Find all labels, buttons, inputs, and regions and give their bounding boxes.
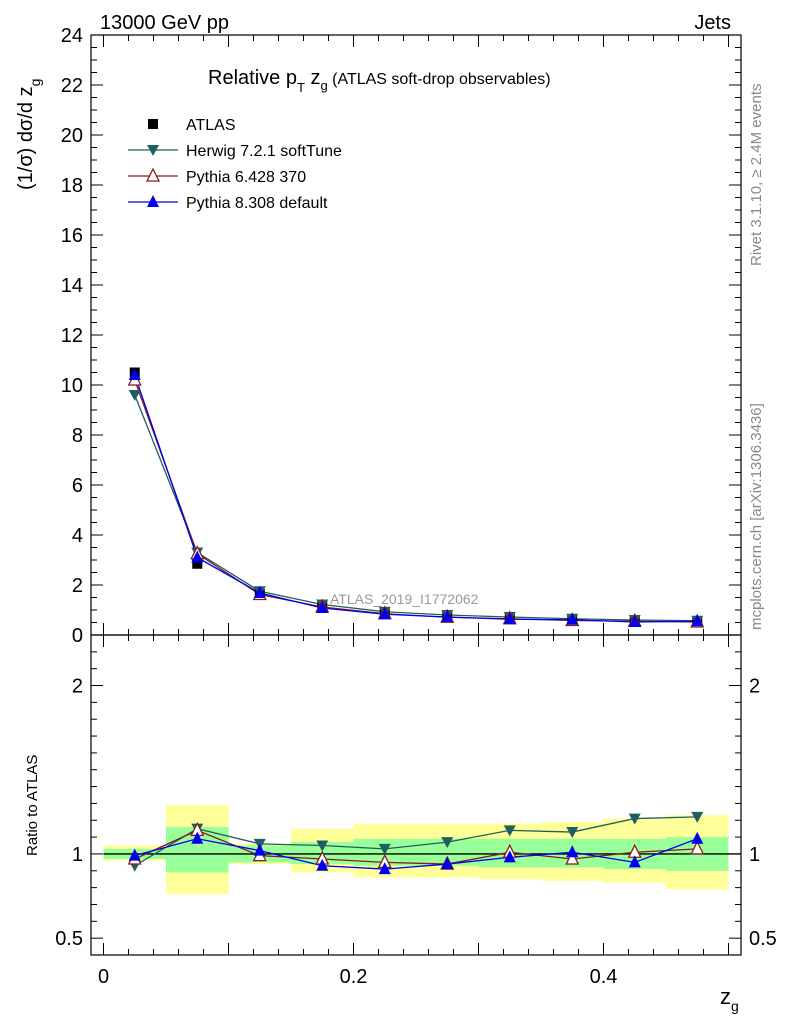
ratio-tick-label-right: 0.5 [749, 928, 777, 950]
x-tick-label: 0.2 [340, 966, 368, 988]
ratio-point-3 [128, 848, 141, 861]
series-line-1 [134, 394, 698, 622]
data-point-3 [128, 368, 141, 380]
data-point-3 [691, 614, 704, 627]
x-tick-label: 0 [98, 966, 109, 988]
y-tick-label: 4 [72, 525, 83, 547]
y-tick-label: 8 [72, 425, 83, 447]
data-point-3 [628, 615, 641, 627]
y-tick-label: 20 [61, 125, 83, 147]
ratio-point-1 [378, 843, 391, 855]
ratio-point-3 [691, 831, 704, 844]
legend-label: Herwig 7.2.1 softTune [186, 143, 342, 160]
rivet-version-label: Rivet 3.1.10, ≥ 2.4M events [748, 83, 765, 267]
data-point-3 [378, 607, 391, 620]
y-tick-label: 2 [72, 575, 83, 597]
header-jets-label: Jets [694, 12, 731, 34]
legend-marker [145, 167, 161, 182]
ratio-point-3 [503, 850, 516, 863]
ratio-point-2 [565, 850, 580, 865]
data-point-3 [316, 601, 329, 613]
ratio-point-3 [628, 855, 641, 868]
series-lines-layer [134, 374, 698, 870]
ratio-point-3 [441, 857, 454, 870]
title-rest: (ATLAS soft-drop observables) [328, 71, 551, 88]
legend-marker [147, 195, 159, 207]
ratio-tick-label: 1 [72, 844, 83, 866]
x-tick-label: 0.4 [590, 966, 618, 988]
y-tick-label: 10 [61, 375, 83, 397]
y-tick-label: 18 [61, 175, 83, 197]
ratio-point-1 [628, 813, 641, 825]
ratio-point-3 [191, 831, 204, 844]
chart-title: Relative pT zg (ATLAS soft-drop observab… [208, 67, 551, 95]
y-tick-label: 24 [61, 25, 83, 47]
ratio-tick-label-right: 1 [749, 844, 760, 866]
title-z-sub: g [320, 78, 327, 93]
title-z: z [305, 67, 321, 89]
y-tick-label: 12 [61, 325, 83, 347]
data-point-1 [128, 390, 141, 401]
ratio-tick-label-right: 2 [749, 676, 760, 698]
ratio-point-1 [503, 825, 516, 837]
ratio-line-1 [134, 816, 698, 867]
ratio-point-1 [441, 837, 454, 849]
x-axis-label: zg [720, 984, 739, 1014]
analysis-label: ATLAS_2019_I1772062 [330, 591, 479, 607]
y-axis-label: (1/σ) dσ/d zg [15, 79, 43, 190]
data-point-3 [566, 612, 579, 625]
ratio-point-1 [316, 840, 329, 852]
ratio-tick-label: 2 [72, 676, 83, 698]
legend-label: ATLAS [186, 117, 236, 134]
ratio-tick-label: 0.5 [55, 928, 83, 950]
ratio-point-3 [378, 862, 391, 875]
title-main: Relative p [208, 67, 297, 89]
legend-marker [147, 145, 159, 156]
ratio-point-2 [690, 840, 705, 855]
title-pt-sub: T [297, 80, 305, 95]
data-point-3 [503, 612, 516, 625]
ratio-point-1 [691, 811, 704, 823]
y-tick-label: 16 [61, 225, 83, 247]
data-point-0 [192, 558, 203, 569]
legend-label: Pythia 8.308 default [186, 195, 328, 212]
header-energy-label: 13000 GeV pp [100, 12, 229, 34]
ratio-point-3 [253, 843, 266, 856]
series-line-3 [134, 374, 698, 623]
series-line-2 [134, 379, 698, 623]
data-point-3 [253, 586, 266, 598]
ratio-plot-frame [90, 634, 742, 956]
y-tick-label: 6 [72, 475, 83, 497]
ratio-point-1 [566, 827, 579, 839]
ratio-line-2 [134, 829, 698, 865]
legend-label: Pythia 6.428 370 [186, 169, 306, 186]
legend-marker [148, 119, 158, 129]
ratio-point-3 [316, 858, 329, 871]
x-axis-label-main: z [720, 984, 731, 1009]
ratio-line-3 [134, 838, 698, 870]
data-point-3 [191, 550, 204, 563]
ratio-y-axis-label: Ratio to ATLAS [24, 755, 41, 856]
ratio-point-3 [566, 845, 579, 858]
data-point-3 [441, 610, 454, 622]
y-axis-label-main: (1/σ) dσ/d z [15, 86, 37, 190]
x-axis-label-sub: g [731, 998, 739, 1014]
y-tick-label: 22 [61, 75, 83, 97]
y-tick-label: 0 [72, 625, 83, 647]
y-axis-label-sub: g [27, 79, 43, 87]
series-markers-layer [127, 367, 705, 875]
legend: ATLAS Herwig 7.2.1 softTune Pythia 6.428 3… [128, 117, 342, 212]
y-tick-label: 14 [61, 275, 83, 297]
mcplots-source-label: mcplots.cern.ch [arXiv:1306.3436] [748, 403, 765, 630]
